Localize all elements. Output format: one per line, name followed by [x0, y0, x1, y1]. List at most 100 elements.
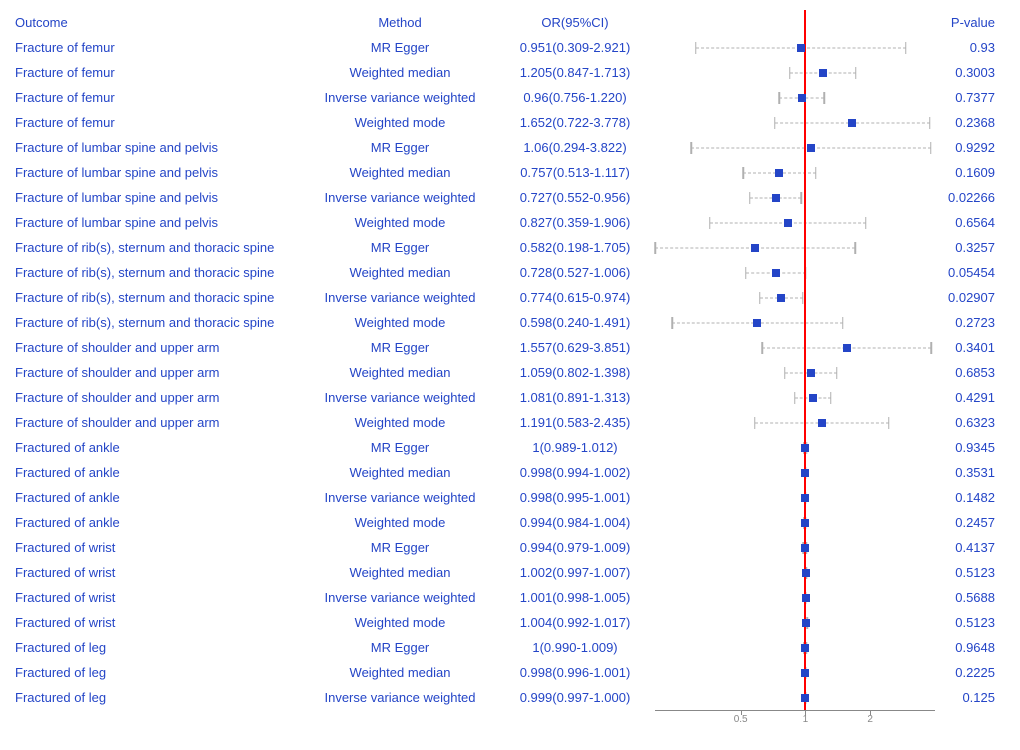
point-estimate [753, 319, 761, 327]
method-cell: MR Egger [305, 635, 495, 660]
method-cell: Inverse variance weighted [305, 685, 495, 710]
ref-line [804, 160, 806, 185]
table-row: Fracture of femurMR Egger0.951(0.309-2.9… [15, 35, 1005, 60]
outcome-cell: Fracture of rib(s), sternum and thoracic… [15, 235, 305, 260]
header-pvalue: P-value [935, 10, 995, 35]
point-estimate [772, 269, 780, 277]
header-method: Method [305, 10, 495, 35]
outcome-cell: Fracture of femur [15, 110, 305, 135]
table-row: Fractured of ankleWeighted mode0.994(0.9… [15, 510, 1005, 535]
forest-cell [655, 310, 935, 335]
outcome-cell: Fracture of shoulder and upper arm [15, 335, 305, 360]
outcome-cell: Fracture of shoulder and upper arm [15, 385, 305, 410]
method-cell: MR Egger [305, 35, 495, 60]
table-row: Fractured of legMR Egger1(0.990-1.009)0.… [15, 635, 1005, 660]
or-cell: 0.757(0.513-1.117) [495, 160, 655, 185]
forest-cell [655, 360, 935, 385]
pvalue-cell: 0.05454 [935, 260, 995, 285]
point-estimate [775, 169, 783, 177]
forest-cell [655, 260, 935, 285]
ci-cap-high [865, 217, 867, 229]
method-cell: Weighted median [305, 60, 495, 85]
or-cell: 0.951(0.309-2.921) [495, 35, 655, 60]
method-cell: Weighted mode [305, 610, 495, 635]
or-cell: 1.081(0.891-1.313) [495, 385, 655, 410]
ci-cap-low [749, 192, 751, 204]
or-cell: 1.652(0.722-3.778) [495, 110, 655, 135]
table-row: Fractured of legInverse variance weighte… [15, 685, 1005, 710]
method-cell: Weighted mode [305, 410, 495, 435]
method-cell: Weighted mode [305, 210, 495, 235]
point-estimate [784, 219, 792, 227]
or-cell: 1(0.990-1.009) [495, 635, 655, 660]
table-row: Fracture of rib(s), sternum and thoracic… [15, 285, 1005, 310]
method-cell: MR Egger [305, 535, 495, 560]
ci-cap-low [690, 142, 692, 154]
forest-cell [655, 460, 935, 485]
tick-label: 2 [867, 714, 873, 725]
method-cell: Inverse variance weighted [305, 285, 495, 310]
table-row: Fracture of shoulder and upper armMR Egg… [15, 335, 1005, 360]
table-row: Fracture of shoulder and upper armWeight… [15, 360, 1005, 385]
point-estimate [801, 469, 809, 477]
pvalue-cell: 0.2225 [935, 660, 995, 685]
outcome-cell: Fractured of ankle [15, 435, 305, 460]
point-estimate [818, 419, 826, 427]
point-estimate [801, 444, 809, 452]
ci-cap-high [888, 417, 890, 429]
ci-cap-high [855, 242, 857, 254]
pvalue-cell: 0.3531 [935, 460, 995, 485]
method-cell: Inverse variance weighted [305, 385, 495, 410]
pvalue-cell: 0.93 [935, 35, 995, 60]
pvalue-cell: 0.6564 [935, 210, 995, 235]
method-cell: MR Egger [305, 235, 495, 260]
ci-cap-high [800, 192, 802, 204]
ci-cap-high [929, 117, 931, 129]
point-estimate [801, 694, 809, 702]
method-cell: Weighted median [305, 660, 495, 685]
point-estimate [802, 619, 810, 627]
ref-line [804, 385, 806, 410]
ref-line [804, 60, 806, 85]
method-cell: Inverse variance weighted [305, 485, 495, 510]
method-cell: Weighted median [305, 360, 495, 385]
outcome-cell: Fractured of leg [15, 635, 305, 660]
or-cell: 1.002(0.997-1.007) [495, 560, 655, 585]
method-cell: Inverse variance weighted [305, 185, 495, 210]
method-cell: Weighted median [305, 160, 495, 185]
ci-cap-low [774, 117, 776, 129]
outcome-cell: Fracture of shoulder and upper arm [15, 410, 305, 435]
ref-line [804, 410, 806, 435]
point-estimate [801, 644, 809, 652]
outcome-cell: Fractured of wrist [15, 535, 305, 560]
outcome-cell: Fracture of femur [15, 85, 305, 110]
method-cell: Weighted median [305, 460, 495, 485]
ci-cap-low [789, 67, 791, 79]
outcome-cell: Fracture of femur [15, 60, 305, 85]
outcome-cell: Fracture of shoulder and upper arm [15, 360, 305, 385]
ci-cap-low [671, 317, 673, 329]
forest-cell [655, 535, 935, 560]
forest-cell [655, 635, 935, 660]
pvalue-cell: 0.6853 [935, 360, 995, 385]
ci-cap-high [905, 42, 907, 54]
forest-cell [655, 60, 935, 85]
forest-cell [655, 235, 935, 260]
point-estimate [802, 594, 810, 602]
pvalue-cell: 0.9292 [935, 135, 995, 160]
outcome-cell: Fractured of wrist [15, 585, 305, 610]
outcome-cell: Fracture of lumbar spine and pelvis [15, 160, 305, 185]
method-cell: Weighted mode [305, 510, 495, 535]
pvalue-cell: 0.6323 [935, 410, 995, 435]
table-row: Fractured of ankleMR Egger1(0.989-1.012)… [15, 435, 1005, 460]
table-row: Fractured of wristWeighted median1.002(0… [15, 560, 1005, 585]
ci-cap-high [815, 167, 817, 179]
point-estimate [801, 669, 809, 677]
forest-cell [655, 385, 935, 410]
forest-cell [655, 560, 935, 585]
ci-cap-low [784, 367, 786, 379]
point-estimate [802, 569, 810, 577]
pvalue-cell: 0.2723 [935, 310, 995, 335]
or-cell: 0.96(0.756-1.220) [495, 85, 655, 110]
table-row: Fractured of legWeighted median0.998(0.9… [15, 660, 1005, 685]
